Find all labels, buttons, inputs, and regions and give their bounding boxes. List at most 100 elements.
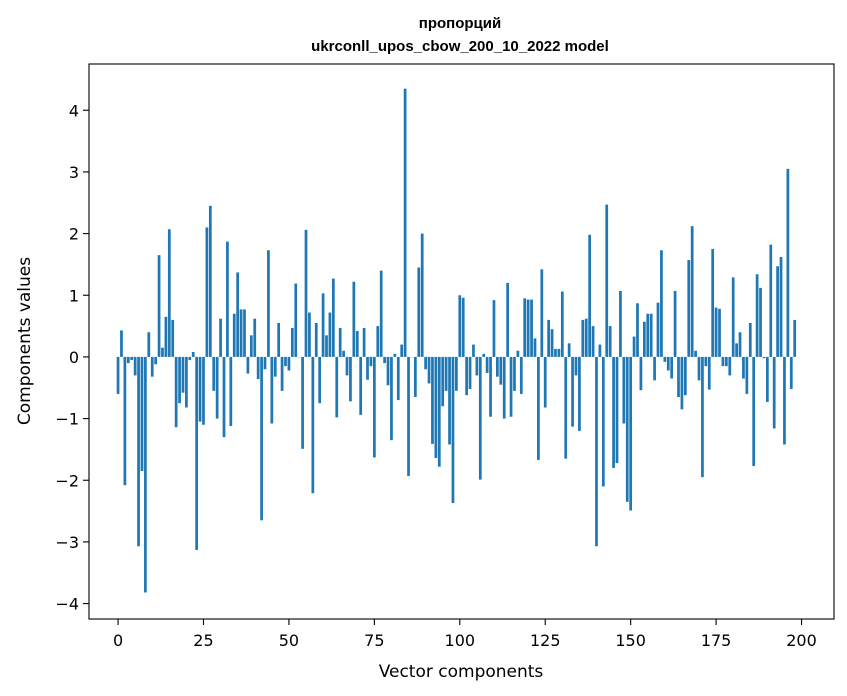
y-tick-label: 2: [69, 225, 79, 244]
bar: [171, 319, 175, 357]
bar: [485, 356, 489, 373]
bar: [581, 319, 585, 357]
bar: [400, 344, 404, 357]
bar: [236, 272, 240, 357]
bar: [154, 356, 158, 365]
bar: [232, 313, 236, 357]
bar: [472, 344, 475, 357]
bar: [690, 226, 694, 357]
bar: [591, 326, 595, 357]
bar: [557, 348, 561, 357]
bar: [509, 356, 513, 417]
bar: [759, 287, 762, 357]
bar: [608, 326, 612, 357]
bar: [506, 282, 510, 357]
bar: [776, 266, 779, 357]
x-tick-label: 175: [701, 631, 732, 650]
bar: [612, 356, 615, 468]
bar: [150, 356, 154, 377]
bar: [434, 356, 438, 459]
bar: [519, 356, 523, 394]
bar: [424, 356, 427, 370]
bar: [407, 356, 410, 476]
y-axis-label: Components values: [15, 257, 35, 425]
bar: [185, 356, 188, 408]
bar: [318, 356, 322, 404]
bar: [352, 281, 356, 357]
bar: [437, 356, 441, 467]
bar: [742, 356, 745, 379]
bar: [489, 356, 492, 417]
x-axis-ticks: 0 25 50 75 100 125 150 175 200: [113, 619, 817, 650]
bar: [256, 356, 260, 380]
bar: [619, 290, 622, 357]
bar: [564, 356, 568, 459]
bar: [567, 343, 571, 357]
bar: [431, 356, 434, 444]
bar: [513, 356, 516, 391]
bar: [639, 356, 643, 391]
bar: [496, 356, 499, 377]
bar: [595, 356, 598, 547]
bar: [605, 204, 609, 357]
x-tick-label: 150: [615, 631, 646, 650]
bar: [578, 356, 581, 431]
bar: [277, 323, 281, 357]
bar: [130, 356, 134, 360]
bar: [694, 350, 697, 357]
y-tick-label: 4: [69, 101, 79, 120]
bar: [215, 356, 219, 419]
bar: [632, 336, 636, 357]
bar: [697, 356, 701, 381]
bar: [413, 356, 417, 397]
chart-title-line-1: пропорций: [419, 15, 501, 32]
bar: [137, 356, 140, 547]
bar: [335, 356, 339, 418]
bar: [793, 319, 797, 357]
bar: [383, 356, 386, 364]
bar: [120, 330, 123, 357]
y-axis-ticks: −4 −3 −2 −1 0 1 2 3 4: [55, 101, 89, 614]
bar: [721, 356, 725, 367]
bar: [167, 229, 171, 357]
bar: [530, 299, 533, 357]
bar: [345, 356, 349, 376]
bar: [554, 348, 557, 357]
bar: [451, 356, 455, 504]
bar: [260, 356, 263, 521]
bar: [752, 356, 756, 467]
x-tick-label: 25: [193, 631, 213, 650]
bar: [342, 350, 345, 357]
bar: [314, 323, 318, 357]
chart-title-line-2: ukrconll_upos_cbow_200_10_2022 model: [311, 38, 609, 55]
bar: [601, 356, 605, 487]
bar: [663, 356, 667, 362]
bar: [191, 351, 195, 357]
bar: [762, 356, 766, 359]
bar: [355, 331, 359, 357]
x-tick-label: 75: [364, 631, 384, 650]
bar: [126, 356, 130, 364]
bar: [366, 356, 369, 380]
bar: [253, 318, 257, 357]
bar: [629, 356, 633, 511]
bar: [779, 257, 783, 357]
bar: [677, 356, 680, 397]
bar: [707, 356, 711, 390]
bar: [444, 356, 448, 391]
x-axis-label: Vector components: [379, 662, 544, 682]
bar: [140, 356, 144, 471]
bar: [249, 335, 253, 357]
bar: [362, 327, 366, 357]
bar: [144, 356, 147, 593]
bar: [304, 229, 308, 357]
bar: [458, 295, 462, 357]
bar: [222, 356, 226, 438]
bar: [526, 299, 530, 357]
bar: [574, 356, 578, 376]
bar: [441, 356, 445, 407]
bar: [308, 312, 311, 357]
bar: [711, 249, 715, 357]
bar: [465, 356, 468, 396]
